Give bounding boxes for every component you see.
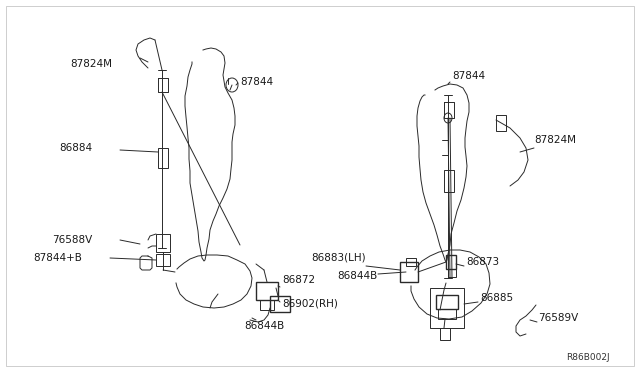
- Bar: [438, 309, 456, 319]
- Bar: [444, 170, 454, 192]
- Text: 86872: 86872: [282, 275, 315, 285]
- Bar: [156, 254, 170, 266]
- Bar: [400, 262, 418, 282]
- Text: 86902(RH): 86902(RH): [282, 299, 338, 309]
- Text: 87844: 87844: [452, 71, 485, 81]
- Text: 87844+B: 87844+B: [33, 253, 82, 263]
- Text: 87824M: 87824M: [70, 59, 112, 69]
- Text: 86844B: 86844B: [244, 321, 284, 331]
- Bar: [446, 255, 456, 269]
- Bar: [496, 115, 506, 131]
- Text: 86844B: 86844B: [338, 271, 378, 281]
- Text: 87824M: 87824M: [534, 135, 576, 145]
- Text: 86873: 86873: [466, 257, 499, 267]
- Bar: [156, 234, 170, 252]
- Bar: [260, 300, 274, 310]
- Bar: [270, 296, 290, 312]
- Text: R86B002J: R86B002J: [566, 353, 610, 362]
- Bar: [440, 328, 450, 340]
- Text: 87844: 87844: [240, 77, 273, 87]
- Bar: [256, 282, 278, 300]
- Bar: [406, 258, 416, 266]
- Text: 76589V: 76589V: [538, 313, 579, 323]
- Bar: [430, 288, 464, 328]
- Bar: [158, 148, 168, 168]
- Bar: [436, 295, 458, 309]
- Text: 86883(LH): 86883(LH): [312, 253, 366, 263]
- Text: 86884: 86884: [59, 143, 92, 153]
- Bar: [448, 269, 456, 277]
- Text: 86885: 86885: [480, 293, 513, 303]
- Text: 76588V: 76588V: [52, 235, 92, 245]
